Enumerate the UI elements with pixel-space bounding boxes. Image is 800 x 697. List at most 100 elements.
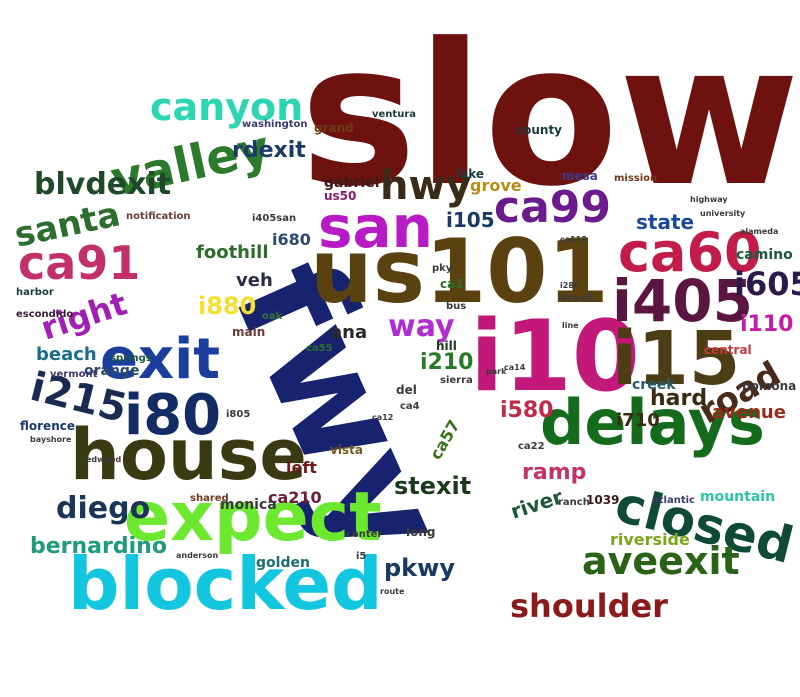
word-i110: i110 [740, 312, 794, 337]
word-pky: pky [432, 263, 453, 274]
word-canyon: canyon [150, 85, 304, 129]
word-i580: i580 [500, 398, 554, 423]
word-university: university [700, 209, 746, 218]
word-grove: grove [470, 176, 522, 195]
word-slow: slow [300, 2, 800, 230]
word-drexit: drexit [560, 293, 594, 304]
word-route: route [380, 587, 405, 596]
word-ca4: ca4 [400, 401, 420, 412]
word-ca91: ca91 [18, 236, 141, 290]
word-sierra: sierra [440, 375, 473, 386]
word-hard: hard [650, 386, 708, 411]
word-aveexit: aveexit [582, 539, 740, 583]
word-i15: i15 [612, 316, 741, 402]
word-golden: golden [256, 555, 310, 571]
word-gabriel: gabriel [324, 175, 380, 191]
word-blvdexit: blvdexit [34, 167, 172, 202]
word-oak: oak [262, 311, 283, 322]
word-i210: i210 [420, 350, 474, 375]
word-i10: i10 [470, 300, 640, 414]
word-florence: florence [20, 419, 75, 433]
word-notification: notification [126, 211, 191, 222]
word-i105: i105 [446, 208, 495, 232]
word-vista: vista [330, 443, 363, 457]
word-hill: hill [436, 339, 457, 353]
word-county: county [516, 123, 563, 137]
word-shoulder: shoulder [510, 587, 668, 625]
word-long: long [406, 525, 436, 539]
word-ca60: ca60 [618, 221, 762, 284]
word-ca22: ca22 [518, 441, 545, 452]
word-avenue: avenue [712, 402, 786, 423]
word-creek: creek [632, 377, 676, 393]
word-i280: i280 [560, 281, 580, 290]
word-us101: us101 [310, 220, 609, 323]
word-riverside: riverside [610, 530, 690, 549]
word-left: left [286, 458, 317, 477]
word-san: san [318, 193, 433, 261]
word-monica: monica [220, 497, 277, 513]
word-veh: veh [236, 270, 273, 291]
word-house: house [70, 414, 307, 496]
word-shared: shared [190, 493, 229, 504]
word-i405: i405 [612, 267, 753, 335]
word-lake: lake [456, 167, 485, 181]
word-way: way [388, 309, 455, 344]
word-main: main [232, 325, 266, 339]
word-i880: i880 [198, 292, 257, 320]
word-i805: i805 [226, 409, 251, 420]
word-alameda: alameda [740, 227, 779, 236]
word-highway: highway [690, 195, 728, 204]
word-escondido: escondido [16, 309, 74, 320]
word-harbor: harbor [16, 287, 54, 298]
word-ca210: ca210 [268, 488, 322, 507]
word-ca12: ca12 [372, 413, 394, 422]
word-ca55: ca55 [306, 343, 333, 354]
word-i710: i710 [616, 410, 660, 431]
word-i5: i5 [356, 551, 367, 562]
word-blocked: blocked [68, 542, 383, 626]
word-us50: us50 [324, 189, 357, 203]
word-exit: exit [100, 327, 221, 392]
word-stexit: stexit [394, 472, 472, 500]
word-camino: camino [736, 247, 793, 263]
word-i405san: i405san [252, 213, 297, 224]
word-anderson: anderson [176, 551, 219, 560]
word-i680: i680 [272, 230, 311, 249]
word-rdexit: rdexit [232, 138, 306, 163]
word-mountain: mountain [700, 489, 776, 505]
word-springs: springs [110, 353, 152, 364]
word-ca99: ca99 [494, 182, 612, 233]
word-park: park [486, 367, 507, 376]
word-bayshore: bayshore [30, 435, 72, 444]
word-washington: washington [242, 119, 308, 130]
word-ca14: ca14 [504, 363, 526, 372]
word-mission: mission [614, 173, 658, 184]
word-ranch: ranch [558, 497, 590, 508]
word-del: del [396, 383, 417, 397]
word-grand: grand [314, 121, 354, 135]
word-ventura: ventura [372, 109, 416, 120]
word-river: river [507, 484, 566, 524]
word-hwy: hwy [380, 163, 472, 209]
word-1039: 1039 [586, 493, 620, 507]
word-diego: diego [56, 491, 151, 526]
word-line: line [562, 321, 579, 330]
word-atlantic: atlantic [652, 495, 695, 506]
word-orange: orange [84, 363, 140, 379]
word-vermont: vermont [50, 369, 98, 380]
word-center: center [346, 529, 383, 540]
word-i605: i605 [734, 265, 800, 303]
word-beach: beach [36, 344, 97, 365]
word-state: state [636, 210, 695, 234]
word-redwood: redwood [82, 455, 122, 464]
word-ramp: ramp [522, 460, 587, 485]
word-ca118: ca118 [560, 235, 587, 244]
word-delays: delays [540, 386, 765, 459]
word-i80: i80 [124, 383, 222, 448]
word-mesa: mesa [562, 169, 598, 183]
word-pomona: pomona [742, 379, 797, 393]
word-ana: ana [330, 322, 368, 343]
word-ca1: ca1 [440, 277, 464, 291]
